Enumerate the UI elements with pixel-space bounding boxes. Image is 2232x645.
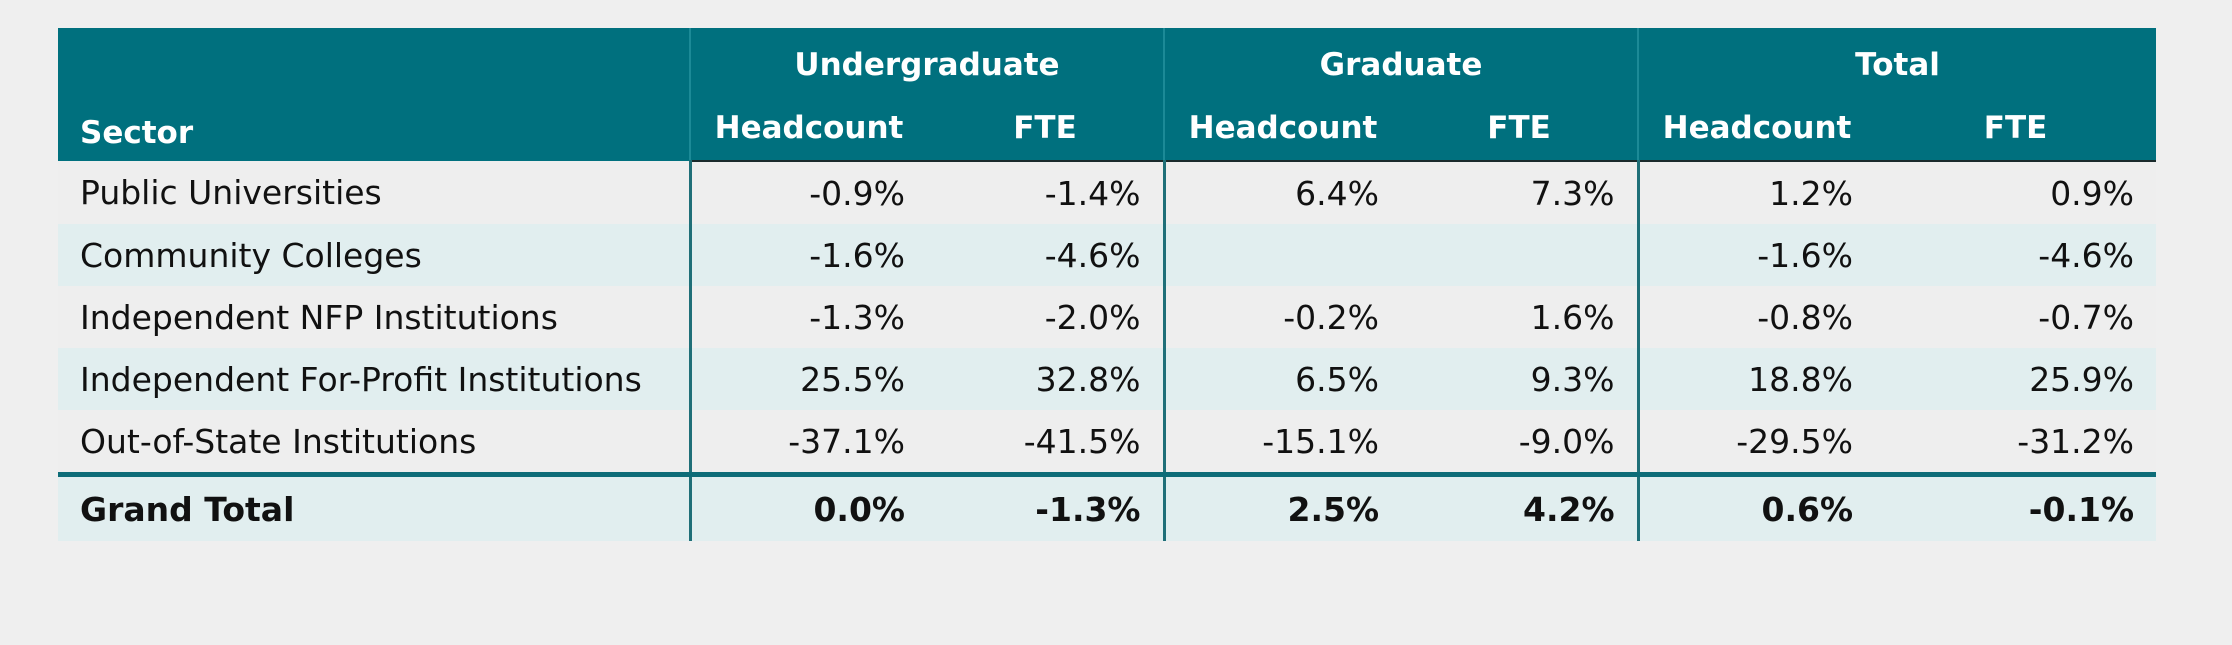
graduate-fte-cell: 1.6% [1401, 286, 1639, 348]
graduate-fte-cell: 7.3% [1401, 161, 1639, 224]
undergraduate-headcount-cell: -1.3% [688, 286, 927, 348]
table-row: Independent For-Profit Institutions 25.5… [58, 348, 2157, 410]
graduate-headcount-cell: -0.2% [1162, 286, 1402, 348]
group-header-total: Total [1637, 28, 2157, 96]
undergraduate-fte-cell: -4.6% [927, 224, 1165, 286]
grand-total-label: Grand Total [58, 472, 690, 541]
undergraduate-fte-cell: 32.8% [927, 348, 1165, 410]
undergraduate-headcount-cell: -37.1% [688, 410, 927, 475]
graduate-headcount-cell: -15.1% [1162, 410, 1402, 475]
total-headcount-cell: -29.5% [1636, 410, 1876, 475]
graduate-headcount-cell: 6.5% [1162, 348, 1402, 410]
total-headcount-cell: -1.6% [1636, 224, 1876, 286]
graduate-fte-cell: 9.3% [1401, 348, 1639, 410]
grand-total-total-headcount: 0.6% [1636, 472, 1876, 541]
sector-cell: Independent NFP Institutions [58, 286, 690, 348]
graduate-fte-cell: -9.0% [1401, 410, 1639, 475]
table-row: Public Universities -0.9% -1.4% 6.4% 7.3… [58, 161, 2157, 224]
undergraduate-headcount-cell: 25.5% [688, 348, 927, 410]
group-header-undergraduate: Undergraduate [688, 28, 1165, 96]
sub-header-row: Headcount FTE Headcount FTE Headcount FT… [58, 96, 2157, 162]
group-header-row: Sector Undergraduate Graduate Total [58, 28, 2157, 161]
graduate-headcount-cell [1162, 224, 1402, 286]
grand-total-undergraduate-fte: -1.3% [927, 472, 1165, 541]
total-headcount-cell: 18.8% [1636, 348, 1876, 410]
grand-total-row: Grand Total 0.0% -1.3% 2.5% 4.2% 0.6% -0… [58, 472, 2157, 541]
column-header-total-fte: FTE [1875, 96, 2157, 162]
undergraduate-headcount-cell: -1.6% [688, 224, 927, 286]
undergraduate-headcount-cell: -0.9% [688, 161, 927, 224]
column-header-undergraduate-fte: FTE [927, 96, 1165, 162]
sector-cell: Out-of-State Institutions [58, 410, 690, 475]
total-headcount-cell: 1.2% [1636, 161, 1876, 224]
undergraduate-fte-cell: -2.0% [927, 286, 1165, 348]
total-fte-cell: 0.9% [1875, 161, 2157, 224]
grand-total-graduate-fte: 4.2% [1401, 472, 1639, 541]
column-header-graduate-headcount: Headcount [1163, 96, 1402, 162]
column-header-total-headcount: Headcount [1637, 96, 1876, 162]
graduate-fte-cell [1401, 224, 1639, 286]
table-row: Community Colleges -1.6% -4.6% -1.6% -4.… [58, 224, 2157, 286]
sector-cell: Community Colleges [58, 224, 690, 286]
column-header-undergraduate-headcount: Headcount [689, 96, 927, 162]
group-header-graduate: Graduate [1163, 28, 1639, 96]
grand-total-graduate-headcount: 2.5% [1162, 472, 1402, 541]
total-fte-cell: -0.7% [1875, 286, 2157, 348]
sector-cell: Public Universities [58, 161, 690, 224]
enrollment-change-table-container: Sector Undergraduate Graduate Total Head… [58, 28, 2157, 541]
table-row: Out-of-State Institutions -37.1% -41.5% … [58, 410, 2157, 475]
enrollment-change-table: Sector Undergraduate Graduate Total Head… [58, 28, 2157, 541]
undergraduate-fte-cell: -41.5% [927, 410, 1165, 475]
graduate-headcount-cell: 6.4% [1162, 161, 1402, 224]
sector-cell: Independent For-Profit Institutions [58, 348, 690, 410]
undergraduate-fte-cell: -1.4% [927, 161, 1165, 224]
total-fte-cell: 25.9% [1875, 348, 2157, 410]
grand-total-total-fte: -0.1% [1875, 472, 2157, 541]
column-header-sector: Sector [58, 28, 690, 161]
grand-total-undergraduate-headcount: 0.0% [688, 472, 927, 541]
total-fte-cell: -4.6% [1875, 224, 2157, 286]
table-row: Independent NFP Institutions -1.3% -2.0%… [58, 286, 2157, 348]
table-body: Public Universities -0.9% -1.4% 6.4% 7.3… [58, 161, 2157, 541]
total-fte-cell: -31.2% [1875, 410, 2157, 475]
column-header-graduate-fte: FTE [1401, 96, 1639, 162]
table-header: Sector Undergraduate Graduate Total Head… [58, 28, 2157, 162]
total-headcount-cell: -0.8% [1636, 286, 1876, 348]
